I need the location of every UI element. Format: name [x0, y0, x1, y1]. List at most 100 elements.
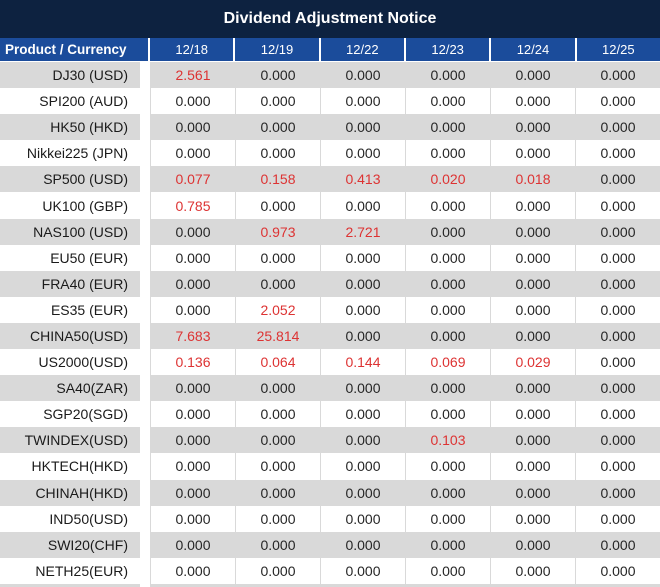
product-cell: SA40(ZAR) [0, 375, 140, 402]
value-cell: 0.000 [575, 62, 660, 89]
value-cell: 0.000 [575, 270, 660, 297]
value-cell: 0.973 [235, 218, 320, 245]
value-cell: 0.000 [575, 296, 660, 323]
value-cell: 0.000 [235, 505, 320, 532]
value-cell: 0.000 [490, 322, 575, 350]
product-cell: HKTECH(HKD) [0, 453, 140, 480]
value-cell: 25.814 [235, 322, 320, 350]
value-cell: 0.000 [490, 557, 575, 584]
value-cell: 0.000 [150, 557, 235, 584]
value-cell: 0.000 [320, 531, 405, 558]
spacer-column [140, 270, 150, 297]
value-cell: 0.000 [490, 244, 575, 271]
value-cell: 0.000 [320, 244, 405, 271]
value-cell: 0.000 [320, 453, 405, 480]
value-cell: 0.000 [150, 401, 235, 428]
value-cell: 0.000 [235, 244, 320, 271]
table-row: EU50 (EUR) 0.000 0.000 0.000 0.000 0.000 0.000 [0, 244, 660, 271]
value-cell: 0.413 [320, 166, 405, 193]
value-cell: 0.000 [320, 557, 405, 584]
product-cell: DJ30 (USD) [0, 62, 140, 89]
value-cell: 0.000 [575, 375, 660, 402]
value-cell: 0.000 [320, 62, 405, 89]
value-cell: 0.000 [405, 88, 490, 115]
spacer-column [140, 583, 150, 587]
product-cell: CHINAH(HKD) [0, 479, 140, 506]
product-cell: NAS100 (USD) [0, 218, 140, 245]
value-cell: 0.029 [490, 349, 575, 376]
column-header-product-currency: Product / Currency [0, 38, 150, 61]
value-cell: 0.000 [150, 505, 235, 532]
value-cell: 0.000 [320, 505, 405, 532]
product-cell: US2000(USD) [0, 349, 140, 376]
product-cell: HK50 (HKD) [0, 114, 140, 141]
value-cell: 0.020 [405, 166, 490, 193]
table-body: DJ30 (USD) 2.561 0.000 0.000 0.000 0.000 0.000… [0, 62, 660, 584]
spacer-column [140, 62, 150, 89]
value-cell: 0.000 [405, 192, 490, 219]
spacer-column [140, 401, 150, 428]
spacer-column [140, 322, 150, 350]
value-cell: 0.136 [150, 349, 235, 376]
value-cell: 0.000 [490, 114, 575, 141]
value-cell: 0.000 [235, 427, 320, 454]
value-cell: 0.069 [405, 349, 490, 376]
product-cell: Nikkei225 (JPN) [0, 140, 140, 167]
product-cell: TWINDEX(USD) [0, 427, 140, 454]
value-cell: 0.000 [150, 244, 235, 271]
value-cell: 0.000 [575, 166, 660, 193]
value-cell: 0.000 [150, 140, 235, 167]
value-cell: 0.000 [405, 114, 490, 141]
table-row: NETH25(EUR) 0.000 0.000 0.000 0.000 0.000 0.00… [0, 557, 660, 584]
table-row: NAS100 (USD) 0.000 0.973 2.721 0.000 0.000 0.0… [0, 218, 660, 245]
value-cell: 0.158 [235, 166, 320, 193]
value-cell: 0.000 [490, 401, 575, 428]
value-cell: 0.000 [405, 557, 490, 584]
value-cell: 0.000 [235, 531, 320, 558]
value-cell: 0.000 [150, 296, 235, 323]
product-cell: UK100 (GBP) [0, 192, 140, 219]
column-header-date-12-22: 12/22 [320, 38, 406, 61]
value-cell: 0.000 [405, 62, 490, 89]
value-cell: 0.000 [405, 244, 490, 271]
value-cell: 2.561 [150, 62, 235, 89]
value-cell: 0.000 [405, 375, 490, 402]
value-cell: 0.000 [150, 479, 235, 506]
value-cell: 0.077 [150, 166, 235, 193]
table-row: SWI20(CHF) 0.000 0.000 0.000 0.000 0.000 0.000 [0, 531, 660, 558]
spacer-column [140, 453, 150, 480]
spacer-column [140, 296, 150, 323]
value-cell: 0.000 [150, 270, 235, 297]
value-cell: 0.000 [490, 375, 575, 402]
value-cell: 0.000 [405, 401, 490, 428]
value-cell: 0.000 [235, 557, 320, 584]
spacer-column [140, 244, 150, 271]
table-row: SPI200 (AUD) 0.000 0.000 0.000 0.000 0.000 0.0… [0, 88, 660, 115]
table-row: CHINAH(HKD) 0.000 0.000 0.000 0.000 0.000 0.00… [0, 479, 660, 506]
value-cell: 0.000 [405, 270, 490, 297]
value-cell: 0.000 [490, 88, 575, 115]
spacer-column [140, 479, 150, 506]
value-cell: 0.000 [320, 192, 405, 219]
table-row: FRA40 (EUR) 0.000 0.000 0.000 0.000 0.000 0.00… [0, 270, 660, 297]
value-cell: 0.000 [235, 401, 320, 428]
value-cell: 0.000 [575, 349, 660, 376]
table-row: IND50(USD) 0.000 0.000 0.000 0.000 0.000 0.000 [0, 505, 660, 532]
value-cell: 0.000 [235, 114, 320, 141]
value-cell: 0.000 [405, 453, 490, 480]
table-row: HK50 (HKD) 0.000 0.000 0.000 0.000 0.000 0.000 [0, 114, 660, 141]
value-cell: 0.000 [575, 192, 660, 219]
value-cell: 0.000 [575, 218, 660, 245]
value-cell: 7.683 [150, 322, 235, 350]
spacer-column [140, 531, 150, 558]
page-title: Dividend Adjustment Notice [223, 10, 437, 27]
partial-values-area [150, 583, 660, 587]
spacer-column [140, 218, 150, 245]
value-cell: 0.000 [490, 453, 575, 480]
value-cell: 0.000 [235, 88, 320, 115]
value-cell: 0.000 [490, 62, 575, 89]
spacer-column [140, 192, 150, 219]
value-cell: 0.000 [490, 140, 575, 167]
value-cell: 0.000 [405, 531, 490, 558]
value-cell: 0.000 [575, 322, 660, 350]
